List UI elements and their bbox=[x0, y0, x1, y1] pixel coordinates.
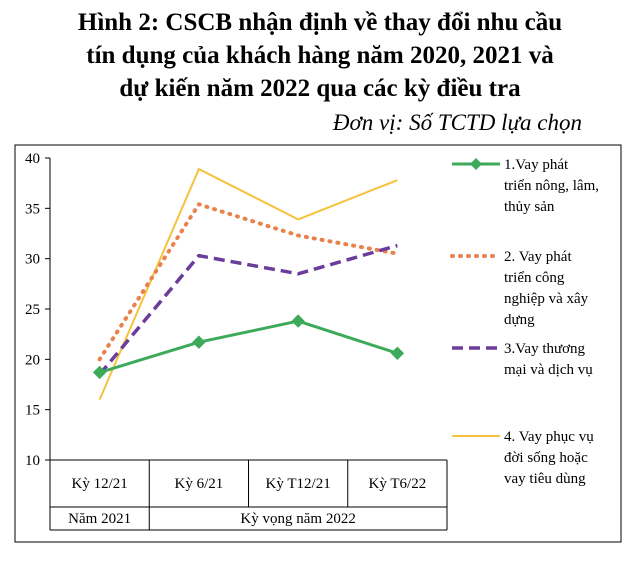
x-group-label: Năm 2021 bbox=[68, 511, 131, 527]
legend-label-1: triển nông, lâm, bbox=[504, 178, 599, 194]
legend-label-1: 1.Vay phát bbox=[504, 157, 569, 173]
legend-marker-1 bbox=[470, 158, 482, 170]
legend-label-2: 2. Vay phát bbox=[504, 249, 572, 265]
series-1-marker bbox=[92, 365, 107, 380]
chart-frame bbox=[14, 144, 622, 543]
series-1-marker bbox=[390, 346, 405, 361]
y-tick-label: 25 bbox=[25, 302, 40, 318]
y-tick-label: 10 bbox=[25, 453, 40, 469]
legend-label-3: 3.Vay thương bbox=[504, 341, 586, 357]
x-tick-label: Kỳ T12/21 bbox=[266, 476, 331, 492]
y-tick-label: 30 bbox=[25, 252, 40, 268]
legend-label-2: nghiệp và xây bbox=[504, 291, 589, 307]
legend-label-3: mại và dịch vụ bbox=[504, 362, 593, 378]
legend-label-4: đời sống hoặc bbox=[504, 450, 588, 466]
series-line-4 bbox=[98, 168, 398, 400]
legend-label-2: triển công bbox=[504, 270, 565, 286]
legend-label-1: thủy sản bbox=[504, 199, 555, 215]
series-line-2 bbox=[97, 202, 400, 362]
x-tick-label: Kỳ 12/21 bbox=[72, 476, 128, 492]
legend-label-4: vay tiêu dùng bbox=[504, 471, 586, 487]
title-line-3: dự kiến năm 2022 qua các kỳ điều tra bbox=[119, 75, 521, 102]
title-line-1: Hình 2: CSCB nhận định về thay đổi nhu c… bbox=[77, 9, 563, 36]
y-tick-label: 20 bbox=[25, 352, 40, 368]
chart-title: Hình 2: CSCB nhận định về thay đổi nhu c… bbox=[0, 6, 640, 105]
series-1-marker bbox=[192, 335, 206, 349]
x-group-label: Kỳ vọng năm 2022 bbox=[240, 511, 355, 527]
y-tick-label: 15 bbox=[25, 403, 40, 419]
y-tick-label: 40 bbox=[25, 151, 40, 167]
series-1-marker bbox=[291, 314, 305, 328]
x-tick-label: Kỳ 6/21 bbox=[175, 476, 224, 492]
series-line-3 bbox=[98, 243, 398, 376]
title-line-2: tín dụng của khách hàng năm 2020, 2021 v… bbox=[86, 42, 554, 69]
y-tick-label: 35 bbox=[25, 201, 40, 217]
legend-label-2: dựng bbox=[504, 312, 535, 328]
legend-label-4: 4. Vay phục vụ bbox=[504, 429, 594, 445]
x-tick-label: Kỳ T6/22 bbox=[369, 476, 427, 492]
unit-label: Đơn vị: Số TCTD lựa chọn bbox=[332, 110, 582, 135]
series-line-1 bbox=[99, 319, 398, 374]
